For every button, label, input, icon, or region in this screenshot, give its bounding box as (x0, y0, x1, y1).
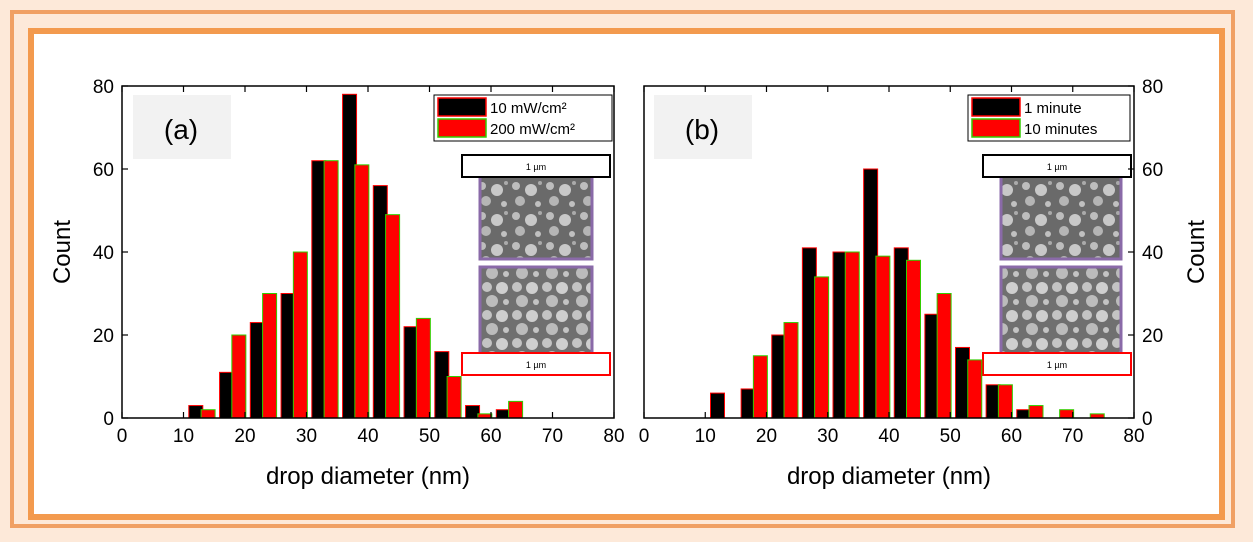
x-tick-label: 10 (695, 426, 716, 447)
bar-series2 (967, 359, 983, 419)
scale-bar (982, 352, 1132, 376)
scale-bar-label: 1 µm (526, 162, 546, 172)
bar-series2 (844, 251, 860, 419)
x-tick-label: 50 (419, 426, 440, 447)
x-tick-label: 10 (173, 426, 194, 447)
scale-bar (982, 154, 1132, 178)
bar-series2 (783, 322, 799, 419)
legend-swatch (437, 97, 487, 117)
x-tick-label: 20 (756, 426, 777, 447)
bar-series2 (385, 214, 401, 419)
chart-panel-b: (b)1 µm1 µm0 10 20 30 40 50 60 70 80020406080dro… (639, 77, 1210, 490)
x-tick-label: 60 (480, 426, 501, 447)
x-tick-label: 70 (1062, 426, 1083, 447)
y-tick-label: 80 (93, 77, 114, 98)
scale-bar (461, 154, 611, 178)
bar-series2 (323, 160, 339, 419)
bar-series2 (875, 255, 891, 419)
panel-label: (a) (164, 114, 198, 145)
bar-series2 (415, 317, 431, 419)
x-axis-title: drop diameter (nm) (266, 463, 470, 490)
x-tick-label: 70 (542, 426, 563, 447)
y-tick-label: 0 (103, 409, 114, 430)
x-tick-label: 40 (878, 426, 899, 447)
x-tick-label: 30 (817, 426, 838, 447)
y-axis-title: Count (49, 220, 76, 284)
x-tick-label: 20 (234, 426, 255, 447)
bar-series2 (262, 293, 278, 419)
scale-bar-label: 1 µm (1047, 360, 1067, 370)
y-tick-label: 0 (1142, 409, 1153, 430)
bar-series2 (997, 384, 1013, 419)
chart-panel-a: (a) 1 µm 1 µm 0 10 20 30 40 50 60 70 80 0 20 40 60 80 dro… (49, 77, 625, 490)
panel-label-box (654, 95, 752, 159)
y-tick-label: 60 (93, 160, 114, 181)
y-tick-label: 80 (1142, 77, 1163, 98)
sem-inset-image (999, 265, 1123, 357)
bar-series1 (710, 392, 725, 419)
y-tick-label: 40 (93, 243, 114, 264)
bar-series2 (354, 164, 370, 419)
legend-label: 10 minutes (1024, 121, 1097, 138)
y-tick-label: 40 (1142, 243, 1163, 264)
x-tick-label: 80 (603, 426, 624, 447)
sem-inset-image (478, 265, 594, 357)
y-tick-label: 20 (93, 326, 114, 347)
legend-label: 1 minute (1024, 100, 1082, 117)
bar-series2 (508, 400, 524, 419)
x-tick-label: 60 (1001, 426, 1022, 447)
bar-series2 (906, 259, 921, 419)
x-axis-title: drop diameter (nm) (787, 463, 991, 490)
bar-series2 (231, 334, 247, 419)
x-tick-label: 0 (639, 426, 650, 447)
bar-series2 (814, 276, 830, 419)
panel-label-box (133, 95, 231, 159)
bar-series2 (1028, 405, 1044, 419)
scale-bar (461, 352, 611, 376)
bar-series2 (200, 409, 216, 419)
legend-swatch (971, 97, 1021, 117)
scale-bar-label: 1 µm (526, 360, 546, 370)
bar-series2 (1059, 409, 1075, 419)
bar-series2 (752, 355, 768, 419)
bar-series2 (292, 251, 308, 419)
y-axis-title: Count (1183, 220, 1210, 284)
x-tick-label: 0 (117, 426, 128, 447)
y-tick-label: 20 (1142, 326, 1163, 347)
x-tick-label: 30 (296, 426, 317, 447)
bar-series2 (446, 376, 462, 419)
legend-label: 200 mW/cm² (490, 121, 575, 138)
sem-inset-image (478, 173, 594, 261)
sem-inset-image (999, 173, 1123, 261)
scale-bar-label: 1 µm (1047, 162, 1067, 172)
legend-swatch (437, 118, 487, 138)
x-tick-label: 40 (357, 426, 378, 447)
panel-label: (b) (685, 114, 719, 145)
legend-swatch (971, 118, 1021, 138)
x-tick-label: 80 (1123, 426, 1144, 447)
legend-label: 10 mW/cm² (490, 100, 567, 117)
x-tick-label: 50 (940, 426, 961, 447)
y-tick-label: 60 (1142, 160, 1163, 181)
bar-series2 (936, 293, 952, 419)
